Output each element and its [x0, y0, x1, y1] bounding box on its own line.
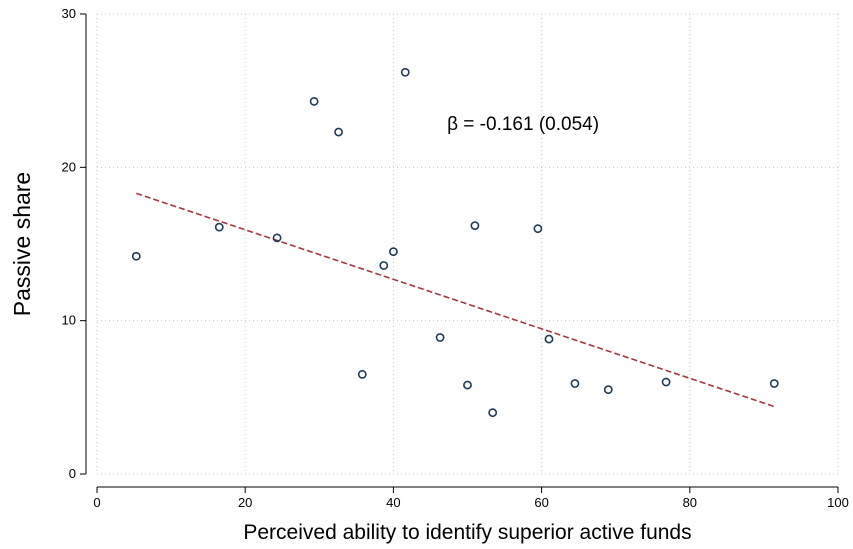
x-tick-label: 60: [534, 495, 548, 510]
data-point: [272, 233, 282, 243]
y-tick-label: 10: [62, 313, 76, 328]
y-axis-title: Passive share: [9, 172, 35, 316]
data-point: [131, 251, 141, 261]
data-point: [388, 247, 398, 257]
data-point: [435, 333, 445, 342]
x-tick-label: 20: [238, 495, 252, 510]
data-point: [661, 377, 671, 387]
y-tick-label: 20: [62, 159, 76, 174]
data-point: [533, 224, 543, 234]
fit-line: [136, 192, 775, 408]
data-point: [379, 261, 389, 270]
x-tick-label: 40: [386, 495, 400, 510]
y-tick-label: 30: [62, 6, 76, 21]
data-point: [603, 385, 613, 395]
fit-line-group: [136, 192, 775, 408]
data-point: [570, 379, 580, 388]
data-point: [309, 97, 319, 106]
data-point: [400, 67, 410, 77]
y-tick-label: 0: [69, 466, 76, 481]
data-point: [214, 222, 224, 232]
x-tick-label: 80: [683, 495, 697, 510]
data-point: [470, 221, 480, 230]
grid-lines: [96, 13, 839, 475]
data-points: [131, 67, 779, 418]
x-axis-title: Perceived ability to identify superior a…: [243, 521, 691, 544]
x-tick-label: 100: [827, 495, 849, 510]
data-point: [463, 380, 472, 390]
data-point: [488, 408, 498, 418]
beta-annotation: β = -0.161 (0.054): [447, 114, 599, 135]
data-point: [769, 379, 779, 388]
data-point: [544, 334, 554, 344]
data-point: [334, 127, 343, 137]
axes: 0 10 20 30 0 20 40 60 80 100: [62, 6, 849, 510]
x-tick-label: 0: [93, 495, 100, 510]
data-point: [357, 369, 367, 379]
